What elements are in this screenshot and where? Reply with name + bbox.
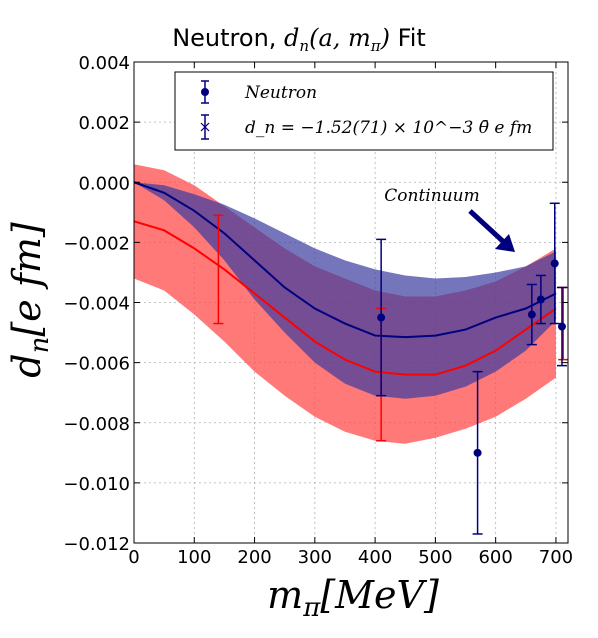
x-axis-label-text: mπ[MeV]	[267, 573, 439, 623]
x-axis-label: mπ[MeV]	[267, 573, 439, 623]
y-tick-label: −0.006	[63, 354, 130, 375]
x-tick-label: 700	[539, 547, 573, 568]
continuum-fit-line	[133, 220, 557, 376]
legend-box	[174, 71, 554, 151]
legend-fit-x-marker	[200, 122, 210, 132]
legend-neutron-label: Neutron	[244, 83, 317, 103]
x-tick-label: 100	[177, 547, 211, 568]
lattice-fit-band	[134, 182, 556, 399]
x-tick-labels: 0 100 200 300 400 500 600 700	[128, 547, 573, 568]
y-tick-label: −0.004	[63, 294, 130, 315]
x-tick-label: 300	[298, 547, 332, 568]
data-points	[377, 259, 566, 457]
chart-title: Neutron, dn(a, mπ) Fit	[172, 24, 426, 55]
continuum-arrow-shaft	[468, 209, 509, 247]
neutron-data-point	[527, 310, 536, 319]
x-tick-label: 400	[358, 547, 392, 568]
legend-fit-label: d_n = −1.52(71) × 10^−3 θ̄ e fm	[245, 118, 532, 138]
x-tick-label: 200	[237, 547, 271, 568]
continuum-arrow-head	[495, 234, 515, 252]
legend: Neutron d_n = −1.52(71) × 10^−3 θ̄ e fm	[174, 71, 554, 151]
y-axis-label: dn[e fm]	[5, 222, 55, 378]
continuum-label: Continuum	[384, 186, 479, 206]
axis-ticks	[133, 61, 568, 544]
y-tick-labels: 0.004 0.002 0.000 −0.002 −0.004 −0.006 −0.008 −…	[63, 53, 130, 555]
neutron-data-point	[557, 322, 566, 331]
fit-lines	[133, 181, 557, 376]
y-axis-label-text: dn[e fm]	[5, 222, 55, 378]
legend-neutron-marker	[201, 88, 209, 96]
lattice-fit-line	[133, 181, 557, 339]
y-tick-label: 0.002	[78, 113, 130, 134]
y-tick-label: −0.008	[63, 414, 130, 435]
x-tick-label: 0	[128, 547, 139, 568]
x-tick-label: 500	[418, 547, 452, 568]
x-tick-label: 600	[478, 547, 512, 568]
y-tick-label: −0.010	[63, 474, 130, 495]
neutron-data-point	[473, 448, 482, 457]
continuum-annotation: Continuum	[384, 186, 515, 252]
neutron-data-point	[536, 295, 545, 304]
fit-bands	[134, 164, 556, 444]
neutron-data-point	[377, 313, 386, 322]
y-tick-label: 0.000	[78, 173, 130, 194]
y-tick-label: 0.004	[78, 53, 130, 74]
y-tick-label: −0.002	[63, 233, 130, 254]
y-tick-label: −0.012	[63, 534, 130, 555]
neutron-data-point	[550, 259, 559, 268]
chart-title-text: Neutron, dn(a, mπ) Fit	[172, 24, 426, 55]
